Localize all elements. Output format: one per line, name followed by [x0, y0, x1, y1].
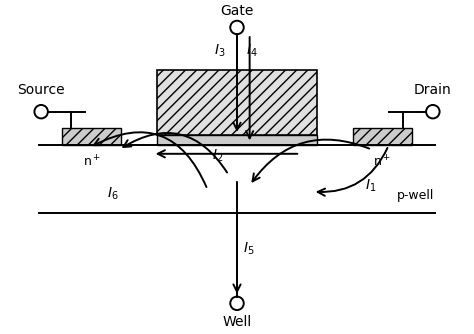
Text: n$^+$: n$^+$ [82, 155, 101, 170]
Text: Drain: Drain [414, 83, 452, 97]
Bar [62, 128, 121, 145]
Text: p-well: p-well [397, 189, 434, 202]
Text: Well: Well [222, 315, 252, 329]
Bar [157, 135, 317, 145]
Bar [353, 128, 412, 145]
Text: $I_5$: $I_5$ [243, 240, 255, 257]
Text: $I_4$: $I_4$ [246, 42, 258, 59]
Text: $I_3$: $I_3$ [214, 42, 225, 59]
Text: $I_6$: $I_6$ [107, 186, 118, 202]
Text: $I_2$: $I_2$ [212, 148, 224, 164]
Text: n$^+$: n$^+$ [373, 155, 392, 170]
Text: $I_1$: $I_1$ [365, 177, 377, 194]
Text: Source: Source [18, 83, 65, 97]
Bar [157, 69, 317, 135]
Text: Gate: Gate [220, 4, 254, 18]
